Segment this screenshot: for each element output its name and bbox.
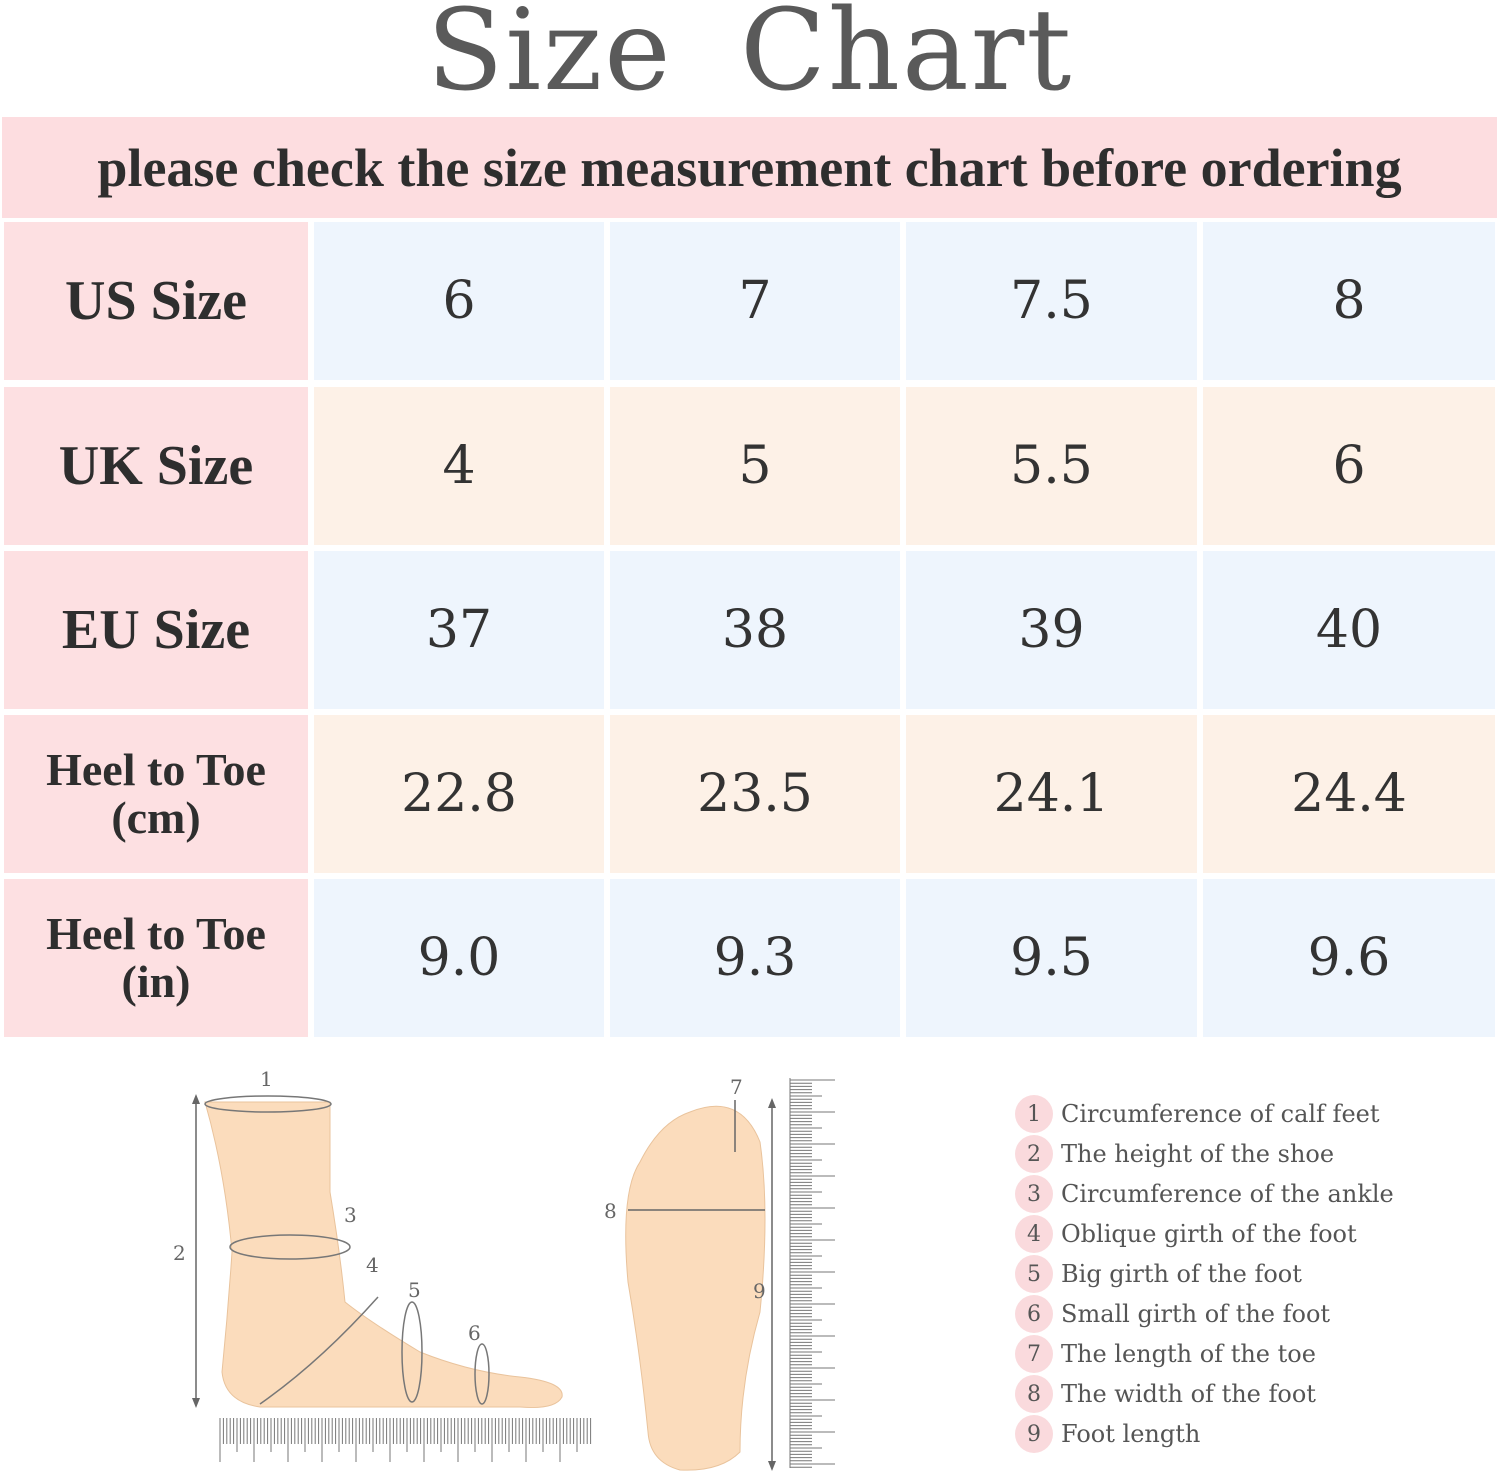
row-label-line: Heel to Toe (46, 744, 266, 795)
legend-text: Big girth of the foot (1061, 1260, 1302, 1288)
table-cell: 6 (314, 222, 604, 380)
row-label-line: US Size (65, 270, 247, 332)
marker-2: 2 (173, 1241, 186, 1265)
page-title: Size Chart (426, 0, 1074, 116)
table-cell: 4 (314, 387, 604, 545)
table-cell: 7.5 (906, 222, 1197, 380)
legend-text: Oblique girth of the foot (1061, 1220, 1357, 1248)
marker-5: 5 (408, 1278, 421, 1302)
row-label: EU Size (4, 551, 308, 709)
legend-item: 5 Big girth of the foot (1015, 1254, 1394, 1294)
table-cell: 39 (906, 551, 1197, 709)
legend-number: 8 (1015, 1375, 1053, 1413)
legend-item: 4 Oblique girth of the foot (1015, 1214, 1394, 1254)
legend-number: 6 (1015, 1295, 1053, 1333)
legend-text: Foot length (1061, 1420, 1201, 1448)
marker-7: 7 (730, 1075, 743, 1099)
legend-item: 6 Small girth of the foot (1015, 1294, 1394, 1334)
legend-number: 1 (1015, 1095, 1053, 1133)
row-label: UK Size (4, 387, 308, 545)
table-cell: 22.8 (314, 715, 604, 873)
legend-item: 2 The height of the shoe (1015, 1134, 1394, 1174)
legend-item: 9 Foot length (1015, 1414, 1394, 1454)
legend-text: Circumference of the ankle (1061, 1180, 1394, 1208)
row-label-line: (in) (121, 956, 191, 1007)
row-label: US Size (4, 222, 308, 380)
table-cell: 7 (610, 222, 900, 380)
legend-number: 4 (1015, 1215, 1053, 1253)
legend-item: 7 The length of the toe (1015, 1334, 1394, 1374)
legend-number: 2 (1015, 1135, 1053, 1173)
row-label-line: Heel to Toe (46, 908, 266, 959)
marker-9: 9 (753, 1279, 766, 1303)
legend-text: Small girth of the foot (1061, 1300, 1331, 1328)
legend-text: Circumference of calf feet (1061, 1100, 1380, 1128)
table-cell: 5 (610, 387, 900, 545)
legend-number: 7 (1015, 1335, 1053, 1373)
marker-3: 3 (344, 1203, 357, 1227)
legend-number: 3 (1015, 1175, 1053, 1213)
table-cell: 8 (1203, 222, 1495, 380)
table-cell: 9.0 (314, 879, 604, 1037)
marker-8: 8 (604, 1199, 617, 1223)
legend-text: The length of the toe (1061, 1340, 1316, 1368)
table-cell: 9.5 (906, 879, 1197, 1037)
legend-text: The width of the foot (1061, 1380, 1316, 1408)
row-label: Heel to Toe (cm) (4, 715, 308, 873)
measurement-legend: 1 Circumference of calf feet 2 The height o… (1015, 1094, 1394, 1454)
table-cell: 9.3 (610, 879, 900, 1037)
row-label: Heel to Toe (in) (4, 879, 308, 1037)
marker-1: 1 (260, 1067, 273, 1091)
marker-4: 4 (366, 1253, 379, 1277)
leg-illustration (192, 1094, 563, 1408)
table-cell: 40 (1203, 551, 1495, 709)
table-cell: 9.6 (1203, 879, 1495, 1037)
horizontal-ruler (219, 1418, 592, 1462)
marker-6: 6 (468, 1321, 481, 1345)
legend-number: 5 (1015, 1255, 1053, 1293)
table-cell: 37 (314, 551, 604, 709)
legend-item: 8 The width of the foot (1015, 1374, 1394, 1414)
banner-notice: please check the size measurement chart … (2, 117, 1497, 218)
sole-illustration (625, 1098, 776, 1471)
table-cell: 23.5 (610, 715, 900, 873)
foot-measurement-diagram: 1 2 3 4 5 6 7 8 9 (173, 1067, 835, 1471)
legend-text: The height of the shoe (1061, 1140, 1335, 1168)
legend-item: 3 Circumference of the ankle (1015, 1174, 1394, 1214)
table-cell: 5.5 (906, 387, 1197, 545)
row-label-line: UK Size (58, 435, 254, 497)
row-label-line: (cm) (111, 792, 201, 843)
table-cell: 24.4 (1203, 715, 1495, 873)
table-cell: 24.1 (906, 715, 1197, 873)
legend-item: 1 Circumference of calf feet (1015, 1094, 1394, 1134)
legend-number: 9 (1015, 1415, 1053, 1453)
table-cell: 38 (610, 551, 900, 709)
table-cell: 6 (1203, 387, 1495, 545)
row-label-line: EU Size (61, 599, 251, 661)
vertical-ruler (789, 1078, 835, 1468)
